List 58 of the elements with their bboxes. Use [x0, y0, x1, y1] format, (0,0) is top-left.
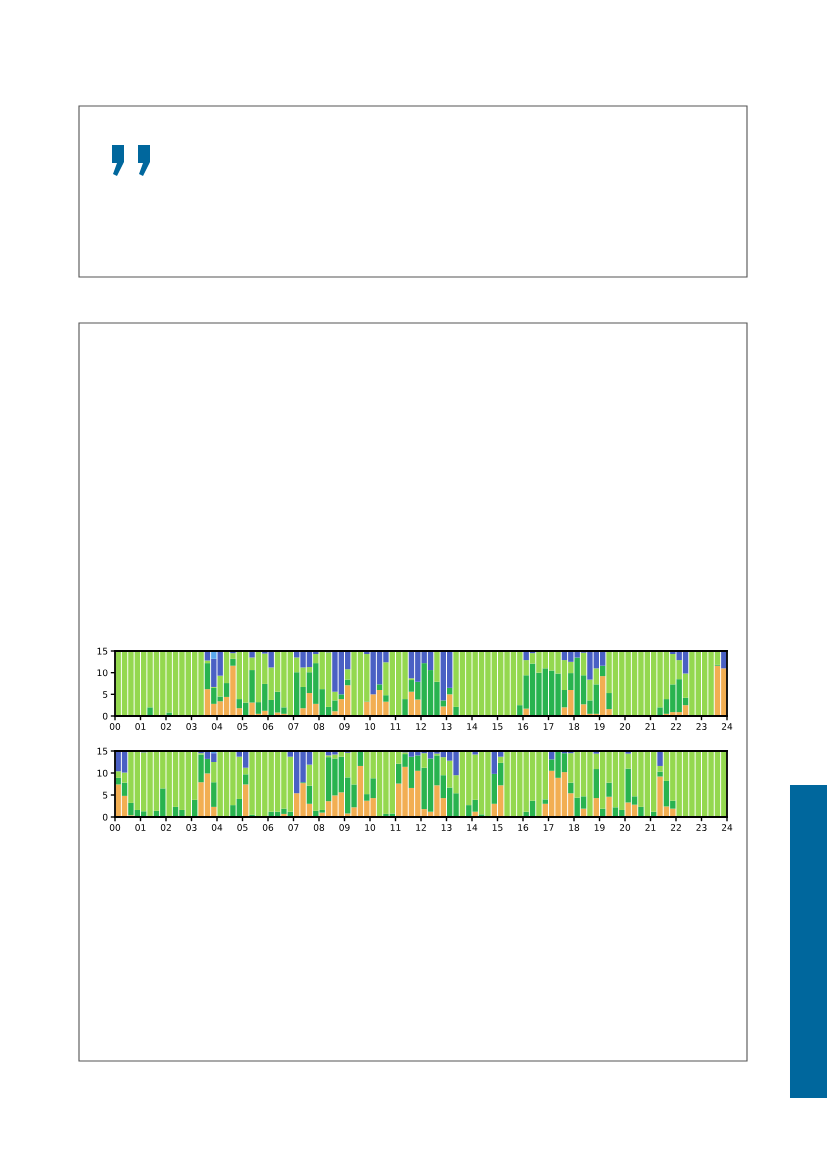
x-tick-label: 23	[696, 723, 707, 730]
x-tick-label: 00	[109, 723, 121, 730]
x-tick-label: 15	[492, 723, 503, 730]
y-tick-label: 10	[97, 769, 108, 777]
x-tick-label: 02	[160, 824, 171, 831]
x-tick-label: 09	[339, 824, 350, 831]
y-tick-label: 15	[97, 747, 108, 755]
x-tick-label: 10	[365, 824, 376, 831]
x-tick-label: 13	[441, 824, 452, 831]
x-tick-label: 11	[390, 723, 401, 730]
x-tick-label: 01	[135, 723, 146, 730]
x-tick-label: 21	[645, 723, 656, 730]
x-tick-label: 05	[237, 723, 248, 730]
x-tick-label: 01	[135, 824, 146, 831]
x-tick-label: 12	[416, 723, 426, 730]
y-tick-label: 0	[102, 712, 108, 720]
x-tick-label: 10	[365, 723, 376, 730]
x-tick-label: 17	[543, 824, 554, 831]
x-tick-label: 21	[645, 824, 656, 831]
x-tick-label: 16	[518, 723, 529, 730]
x-tick-label: 23	[696, 824, 707, 831]
x-tick-label: 07	[288, 824, 299, 831]
x-tick-label: 19	[594, 824, 605, 831]
x-tick-label: 04	[211, 824, 223, 831]
x-tick-label: 05	[237, 824, 248, 831]
x-tick-label: 17	[543, 723, 554, 730]
x-tick-label: 16	[518, 824, 529, 831]
x-tick-label: 00	[109, 824, 121, 831]
y-tick-label: 5	[103, 691, 108, 698]
x-tick-label: 09	[339, 723, 350, 730]
x-tick-label: 04	[211, 723, 223, 730]
x-tick-label: 03	[186, 723, 197, 730]
y-tick-label: 15	[97, 647, 108, 655]
x-tick-label: 08	[313, 824, 325, 831]
x-tick-label: 12	[416, 824, 426, 831]
x-tick-label: 15	[492, 824, 503, 831]
x-tick-label: 22	[670, 824, 681, 831]
x-tick-label: 20	[619, 824, 631, 831]
y-tick-label: 10	[97, 669, 108, 677]
x-tick-label: 24	[721, 824, 733, 831]
x-tick-label: 08	[313, 723, 325, 730]
x-tick-label: 13	[441, 723, 452, 730]
x-tick-label: 03	[186, 824, 197, 831]
y-tick-label: 5	[103, 791, 108, 799]
x-tick-label: 14	[467, 723, 478, 730]
x-tick-label: 19	[594, 723, 605, 730]
x-tick-label: 14	[467, 824, 478, 831]
y-tick-label: 0	[102, 813, 108, 821]
x-tick-label: 07	[288, 723, 299, 730]
x-tick-label: 18	[569, 824, 580, 831]
x-tick-label: 02	[160, 723, 171, 730]
x-tick-label: 06	[262, 723, 274, 730]
x-tick-label: 06	[262, 824, 274, 831]
x-tick-label: 24	[721, 723, 733, 730]
x-tick-label: 20	[619, 723, 631, 730]
x-tick-label: 11	[390, 824, 401, 831]
x-tick-label: 18	[569, 723, 580, 730]
x-tick-label: 22	[670, 723, 681, 730]
